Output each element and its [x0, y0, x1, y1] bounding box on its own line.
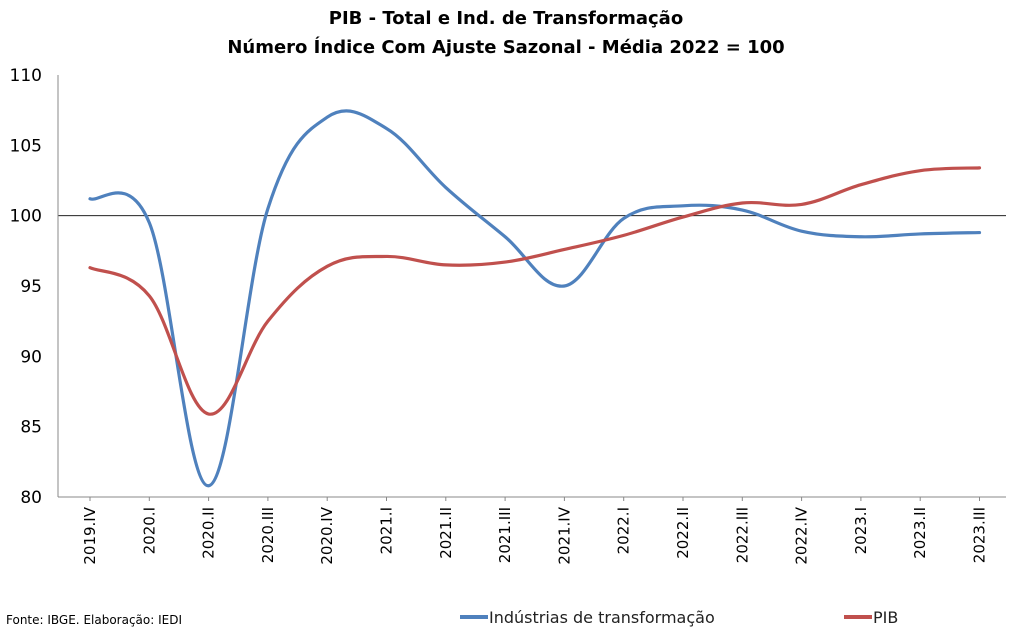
y-tick-label-90: 90	[20, 347, 42, 367]
x-tick-label: 2023.III	[971, 507, 989, 563]
y-tick-label-110: 110	[10, 66, 42, 86]
x-tick-label: 2020.III	[259, 507, 277, 563]
x-tick-label: 2022.IV	[793, 506, 811, 564]
x-tick-label: 2020.I	[140, 507, 158, 554]
legend-label-pib: PIB	[873, 608, 898, 627]
series-line-industrias	[88, 109, 982, 488]
x-tick-label: 2021.IV	[555, 506, 573, 564]
x-tick-label: 2022.III	[733, 507, 751, 563]
legend-label-industrias: Indústrias de transformação	[489, 608, 715, 627]
x-tick-label: 2021.III	[496, 507, 514, 563]
source-note: Fonte: IBGE. Elaboração: IEDI	[6, 613, 182, 627]
legend: Indústrias de transformação PIB	[460, 608, 898, 627]
x-axis: 2019.IV 2020.I 2020.II 2020.III 2020.IV 2021.…	[81, 497, 989, 565]
y-tick-label-105: 105	[10, 136, 42, 156]
x-tick-label: 2022.II	[674, 507, 692, 559]
series-group	[88, 109, 982, 488]
x-tick-label: 2021.I	[378, 507, 396, 554]
y-tick-label-85: 85	[20, 418, 42, 438]
series-line-pib	[88, 166, 982, 416]
x-tick-label: 2020.II	[200, 507, 218, 559]
y-tick-label-80: 80	[20, 488, 42, 508]
x-tick-label: 2019.IV	[81, 506, 99, 564]
x-tick-label: 2022.I	[615, 507, 633, 554]
y-tick-label-95: 95	[20, 277, 42, 297]
x-tick-label: 2020.IV	[318, 506, 336, 564]
chart-title: PIB - Total e Ind. de Transformação	[329, 8, 683, 29]
x-tick-label: 2023.II	[911, 507, 929, 559]
x-tick-label: 2021.II	[437, 507, 455, 559]
y-tick-label-100: 100	[10, 207, 42, 227]
x-tick-label: 2023.I	[852, 507, 870, 554]
y-axis: 80 85 90 95 100 105 110	[10, 66, 42, 508]
chart-subtitle: Número Índice Com Ajuste Sazonal - Média…	[227, 36, 784, 58]
